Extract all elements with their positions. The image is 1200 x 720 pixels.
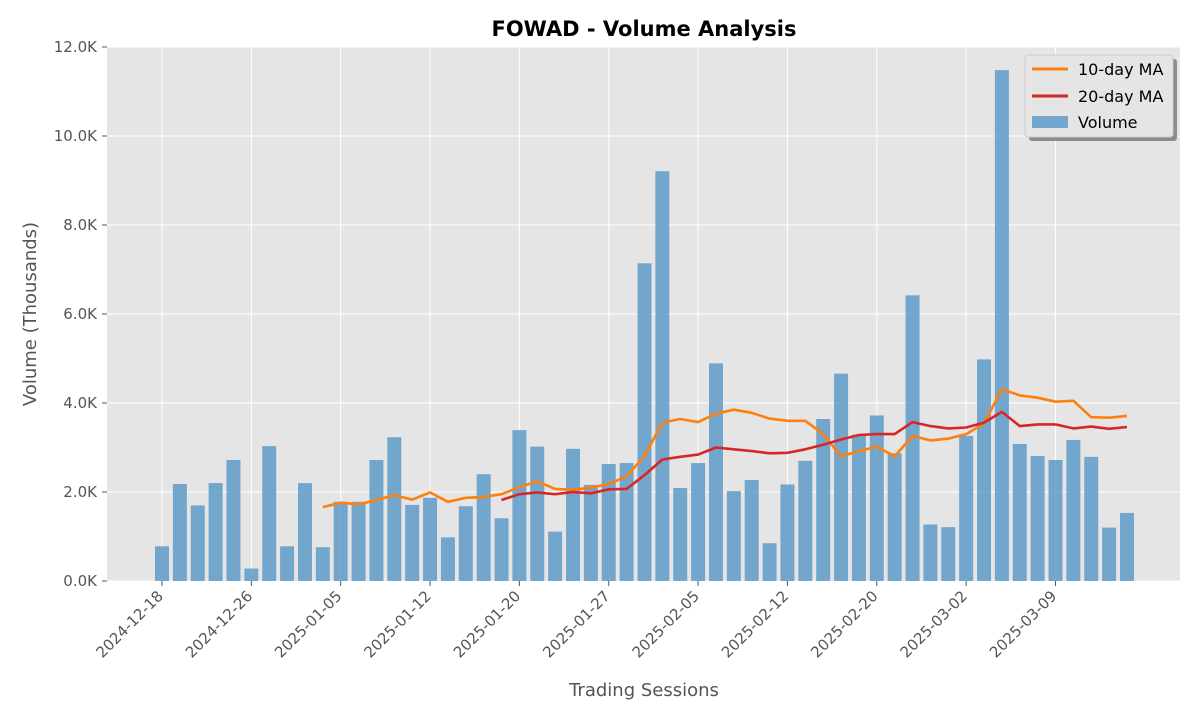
volume-bar — [530, 446, 545, 581]
volume-bar — [190, 505, 205, 581]
volume-bar — [280, 546, 295, 581]
volume-bar — [351, 501, 366, 581]
volume-bar — [172, 483, 187, 581]
volume-bar — [959, 435, 974, 581]
volume-bar — [744, 479, 759, 581]
volume-bar — [816, 419, 831, 581]
chart-title: FOWAD - Volume Analysis — [491, 17, 796, 41]
volume-bar — [673, 487, 688, 581]
volume-bar — [387, 437, 402, 581]
y-axis-ticks: 0.0K 2.0K 4.0K 6.0K 8.0K 10.0K 12.0K — [54, 38, 107, 590]
x-tick-label: 2025-01-12 — [360, 587, 434, 661]
y-tick-label: 10.0K — [54, 127, 98, 145]
volume-bar — [619, 463, 634, 581]
10-day-ma-line — [322, 387, 1128, 509]
legend-label-10-day-ma: 10-day MA — [1078, 60, 1163, 79]
volume-bar — [869, 415, 884, 581]
volume-bar — [583, 484, 598, 581]
volume-bar — [315, 547, 330, 581]
volume-bar — [691, 463, 706, 581]
moving-average-lines — [322, 387, 1128, 509]
x-axis-title: Trading Sessions — [568, 680, 719, 701]
volume-bar — [208, 483, 223, 581]
volume-bar — [262, 446, 277, 581]
volume-bar — [798, 460, 813, 581]
x-tick-label: 2025-03-09 — [986, 587, 1060, 661]
volume-bar — [155, 546, 169, 581]
volume-bar — [369, 459, 384, 581]
x-tick-label: 2025-01-27 — [539, 587, 613, 661]
volume-bar — [1012, 443, 1027, 581]
volume-bar — [1048, 459, 1063, 581]
legend-label-20-day-ma: 20-day MA — [1078, 87, 1163, 106]
volume-bar — [566, 448, 581, 581]
volume-bar — [494, 518, 509, 581]
volume-bar — [440, 537, 455, 581]
volume-bar — [458, 506, 473, 581]
x-axis-ticks: 2024-12-18 2024-12-26 2025-01-05 2025-01-12… — [92, 581, 1060, 661]
volume-bar — [1030, 455, 1045, 581]
volume-bar — [1066, 439, 1081, 581]
volume-bar — [941, 527, 956, 581]
volume-bar — [851, 434, 866, 581]
volume-bar — [726, 491, 741, 581]
volume-bar — [226, 459, 241, 581]
x-tick-label: 2025-01-05 — [271, 587, 345, 661]
volume-bar — [1119, 512, 1134, 581]
volume-bars — [155, 70, 1134, 581]
legend-label-volume: Volume — [1078, 113, 1138, 132]
volume-bar — [548, 531, 563, 581]
volume-bar — [923, 524, 938, 581]
volume-bar — [905, 295, 920, 581]
volume-bar — [637, 263, 652, 581]
x-tick-label: 2024-12-26 — [182, 587, 256, 661]
volume-bar — [512, 430, 527, 581]
volume-bar — [887, 453, 902, 581]
x-tick-label: 2025-02-05 — [629, 587, 703, 661]
x-tick-label: 2025-01-20 — [450, 587, 524, 661]
volume-bar — [977, 359, 992, 581]
volume-bar — [1084, 456, 1099, 581]
volume-bar — [476, 474, 491, 581]
x-tick-label: 2025-03-02 — [897, 587, 971, 661]
volume-bar — [708, 363, 723, 581]
y-axis-title: Volume (Thousands) — [20, 222, 41, 406]
volume-bar — [780, 484, 795, 581]
x-tick-label: 2025-02-20 — [807, 587, 881, 661]
volume-bar — [762, 543, 777, 581]
volume-bar — [994, 70, 1009, 581]
volume-bar — [333, 501, 348, 581]
volume-bar — [655, 171, 670, 581]
volume-bar — [297, 483, 312, 581]
volume-bar — [601, 463, 616, 581]
x-tick-label: 2025-02-12 — [718, 587, 792, 661]
y-tick-label: 12.0K — [54, 38, 98, 56]
volume-bar — [1102, 527, 1117, 581]
volume-bar — [244, 568, 259, 581]
legend: 10-day MA 20-day MA Volume — [1024, 54, 1177, 141]
y-tick-label: 0.0K — [63, 572, 98, 590]
y-tick-label: 6.0K — [63, 305, 98, 323]
20-day-ma-line — [501, 410, 1128, 502]
volume-bar — [405, 504, 420, 581]
legend-swatch-volume — [1032, 116, 1068, 128]
volume-bar — [423, 497, 438, 581]
x-tick-label: 2024-12-18 — [92, 587, 166, 661]
volume-bar — [834, 373, 849, 581]
y-tick-label: 4.0K — [63, 394, 98, 412]
y-tick-label: 2.0K — [63, 483, 98, 501]
y-tick-label: 8.0K — [63, 216, 98, 234]
